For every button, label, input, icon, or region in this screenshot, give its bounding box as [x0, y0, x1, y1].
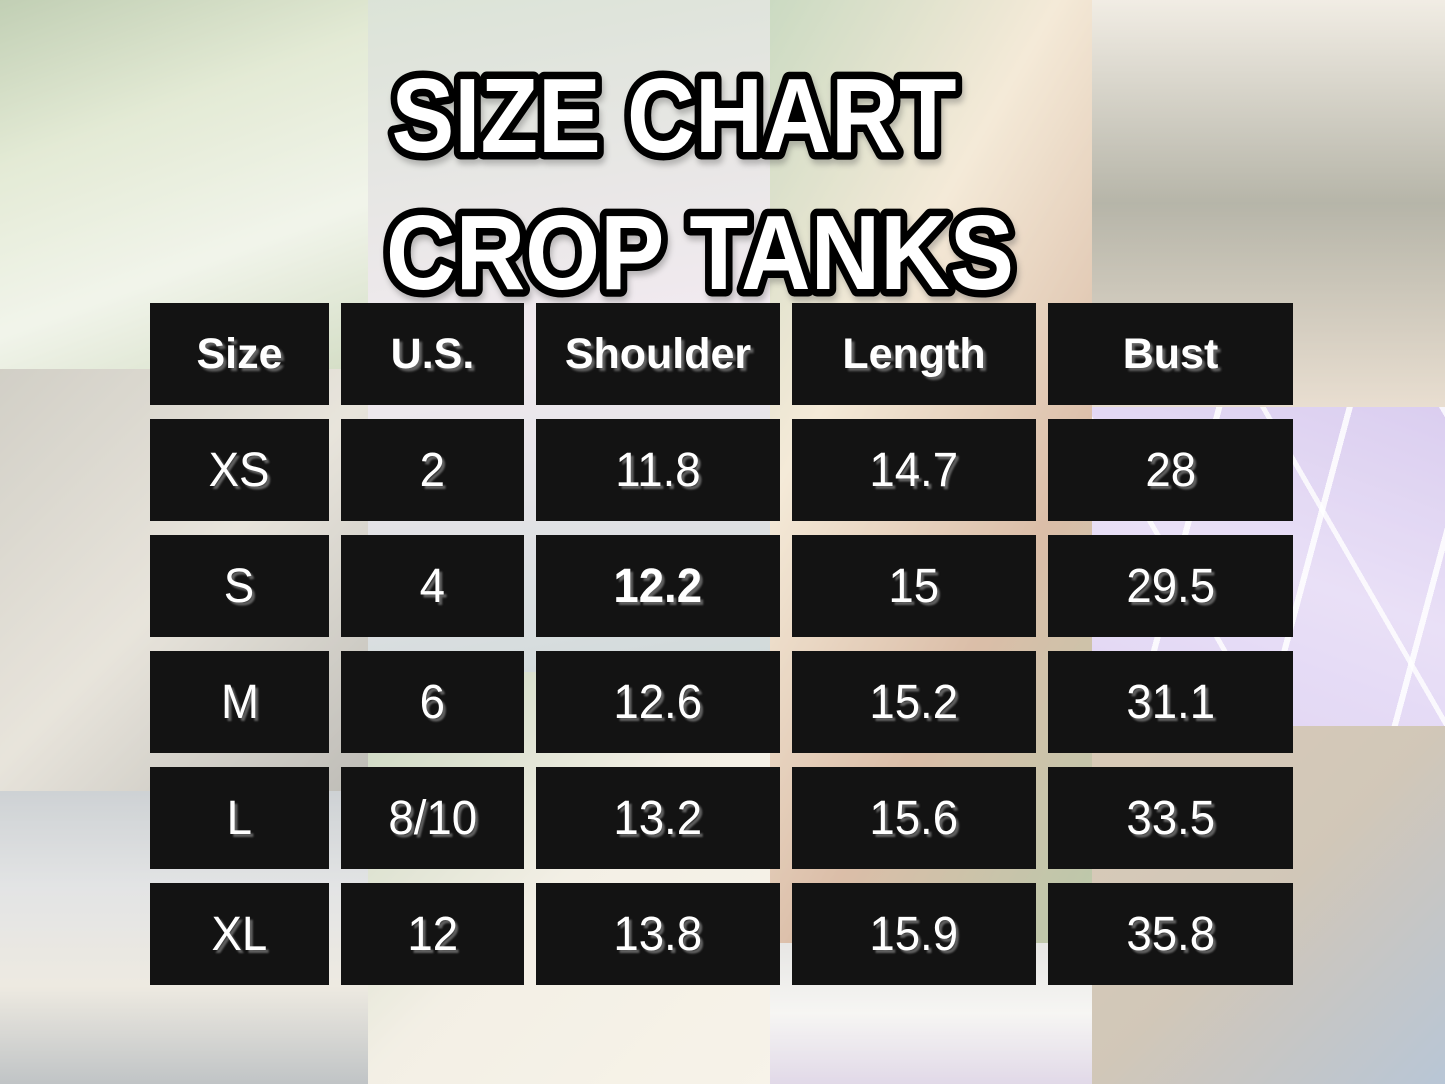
cell-l-bust-value: 33.5	[1126, 791, 1215, 845]
cell-s-size: S	[150, 535, 329, 637]
cell-m-us: 6	[341, 651, 524, 753]
cell-l-shoulder-value: 13.2	[613, 791, 703, 845]
cell-l-size: L	[150, 767, 329, 869]
header-cell-us-value: U.S.	[390, 329, 475, 378]
header-cell-bust-value: Bust	[1122, 329, 1219, 378]
cell-xs-length: 14.7	[792, 419, 1036, 521]
cell-xl-length-value: 15.9	[869, 907, 959, 961]
cell-m-length: 15.2	[792, 651, 1036, 753]
cell-s-length: 15	[792, 535, 1036, 637]
size-chart-table: Size U.S. Shoulder Length Bust XS 2 11.8 14.7 28 S…	[150, 303, 1293, 985]
header-cell-length: Length	[792, 303, 1036, 405]
header-cell-size: Size	[150, 303, 329, 405]
cell-m-length-value: 15.2	[869, 675, 959, 729]
cell-xl-bust: 35.8	[1048, 883, 1293, 985]
cell-l-length-value: 15.6	[869, 791, 959, 845]
cell-s-length-value: 15	[888, 559, 940, 613]
header-cell-shoulder: Shoulder	[536, 303, 780, 405]
cell-xl-shoulder: 13.8	[536, 883, 780, 985]
cell-xs-shoulder: 11.8	[536, 419, 780, 521]
cell-xs-length-value: 14.7	[869, 443, 959, 497]
header-cell-shoulder-value: Shoulder	[564, 329, 752, 378]
cell-xl-length: 15.9	[792, 883, 1036, 985]
cell-m-size: M	[150, 651, 329, 753]
cell-xs-bust-value: 28	[1145, 443, 1196, 497]
cell-xs-size-value: XS	[209, 443, 270, 497]
cell-s-us: 4	[341, 535, 524, 637]
cell-m-shoulder-value: 12.6	[613, 675, 703, 729]
cell-xs-us-value: 2	[419, 443, 446, 497]
cell-m-bust-value: 31.1	[1126, 675, 1215, 729]
cell-s-bust: 29.5	[1048, 535, 1293, 637]
cell-s-shoulder-value: 12.2	[613, 559, 703, 613]
cell-l-length: 15.6	[792, 767, 1036, 869]
cell-l-us-value: 8/10	[388, 791, 477, 845]
cell-l-us: 8/10	[341, 767, 524, 869]
cell-xl-size-value: XL	[211, 907, 268, 961]
header-cell-length-value: Length	[842, 329, 986, 378]
title-line-2: CROP TANKS	[386, 194, 1014, 312]
cell-l-size-value: L	[226, 791, 253, 845]
header-cell-us: U.S.	[341, 303, 524, 405]
title: SIZE CHART CROP TANKS	[379, 50, 1022, 320]
cell-m-bust: 31.1	[1048, 651, 1293, 753]
cell-s-bust-value: 29.5	[1126, 559, 1215, 613]
cell-xl-us: 12	[341, 883, 524, 985]
cell-s-size-value: S	[224, 559, 255, 613]
cell-xl-bust-value: 35.8	[1126, 907, 1215, 961]
cell-xl-shoulder-value: 13.8	[613, 907, 703, 961]
title-line-1: SIZE CHART	[392, 57, 957, 175]
cell-xs-size: XS	[150, 419, 329, 521]
cell-xs-bust: 28	[1048, 419, 1293, 521]
cell-s-shoulder: 12.2	[536, 535, 780, 637]
cell-xl-us-value: 12	[407, 907, 458, 961]
cell-l-bust: 33.5	[1048, 767, 1293, 869]
cell-l-shoulder: 13.2	[536, 767, 780, 869]
cell-xl-size: XL	[150, 883, 329, 985]
cell-xs-shoulder-value: 11.8	[615, 443, 701, 497]
cell-xs-us: 2	[341, 419, 524, 521]
cell-s-us-value: 4	[419, 559, 446, 613]
cell-m-us-value: 6	[419, 675, 446, 729]
cell-m-size-value: M	[220, 675, 259, 729]
header-cell-size-value: Size	[196, 329, 283, 378]
cell-m-shoulder: 12.6	[536, 651, 780, 753]
header-cell-bust: Bust	[1048, 303, 1293, 405]
